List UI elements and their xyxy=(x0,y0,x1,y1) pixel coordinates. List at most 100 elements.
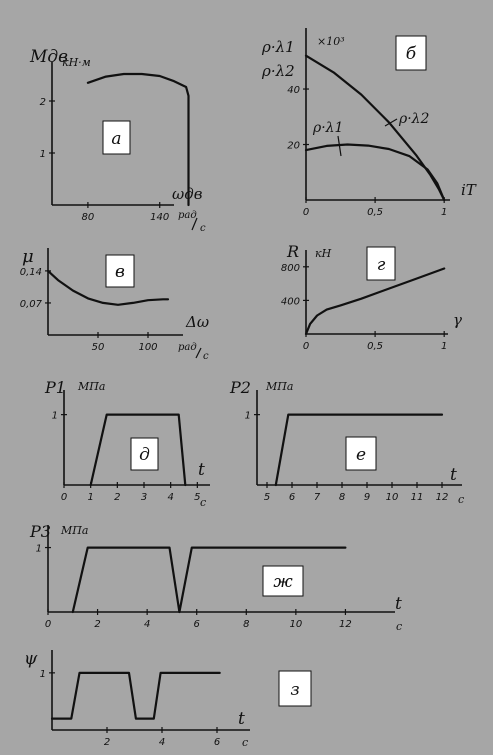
panel-d-xtick-label: 2 xyxy=(114,492,120,503)
panel-d-xtick-label: 1 xyxy=(87,492,93,503)
panel-b-multiplier: ×10³ xyxy=(317,35,345,48)
panel-d-xtick-label: 4 xyxy=(167,492,173,503)
panel-e-xtick-label: 11 xyxy=(411,492,424,503)
panel-g: R кН γ г 0 0,5 1 400 800 xyxy=(281,242,462,352)
panel-d-xunit: с xyxy=(200,496,206,509)
panel-a-ylabel-unit: кН·м xyxy=(62,56,91,69)
panel-zh-plot: 0 2 4 6 8 10 12 1 xyxy=(36,544,352,630)
panel-zh-xtick-label: 2 xyxy=(94,619,100,630)
panel-g-ylabel-symbol: R xyxy=(286,242,299,261)
panel-d-xtick-label: 3 xyxy=(141,492,147,503)
panel-e-xtick-label: 12 xyxy=(436,492,449,503)
panel-g-xlabel: γ xyxy=(453,311,462,329)
panel-e: P2 МПа t с е 5 6 7 8 9 10 11 12 1 xyxy=(229,378,464,506)
panel-d-xlabel: t xyxy=(198,460,205,480)
panel-z-label-box xyxy=(278,670,312,707)
panel-z-xunit: с xyxy=(242,736,248,749)
panel-v-plot: 50 100 0,07 0,14 xyxy=(20,267,170,353)
panel-b-series-line-1 xyxy=(304,143,446,202)
panel-zh-xtick-label: 0 xyxy=(45,619,51,630)
panel-e-ytick-label: 1 xyxy=(245,411,251,422)
panel-g-ytick-label: 800 xyxy=(281,263,300,274)
panel-v-series-line xyxy=(46,269,170,306)
panel-z-plot: 2 4 6 1 xyxy=(40,669,221,748)
panel-d: P1 МПа t с д 0 1 2 3 4 5 1 xyxy=(44,378,210,509)
panel-v-unit-slash xyxy=(195,347,202,359)
panel-b-plot: 0 0,5 1 20 40 xyxy=(287,54,447,218)
panel-b-ylabel-top: ρ·λ1 xyxy=(261,38,295,56)
panel-b-xtick-label: 1 xyxy=(441,207,447,218)
panel-e-label: е xyxy=(356,445,366,465)
panel-e-ylabel-symbol: P2 xyxy=(229,378,251,397)
panel-z-xlabel: t xyxy=(238,709,245,729)
panel-zh-xtick-label: 8 xyxy=(243,619,249,630)
panel-e-xunit: с xyxy=(458,493,464,506)
panel-d-xtick-label: 5 xyxy=(194,492,200,503)
panel-a-xtick-label: 80 xyxy=(82,212,95,223)
panel-e-label-box xyxy=(345,436,377,471)
panel-v-ytick-label: 0,14 xyxy=(20,267,42,278)
panel-g-plot: 0 0,5 1 400 800 xyxy=(281,263,447,352)
panel-b-xlabel: iT xyxy=(461,181,477,199)
panel-zh-xtick-label: 4 xyxy=(144,619,150,630)
panel-e-xlabel: t xyxy=(450,465,457,485)
panel-a-xlabel-unit-num: рад xyxy=(178,210,197,221)
panel-e-xtick-label: 10 xyxy=(386,492,399,503)
panel-v-ytick-label: 0,07 xyxy=(20,299,43,310)
panel-v-xtick-label: 50 xyxy=(92,342,105,353)
panel-a-ylabel-symbol: Mдв xyxy=(29,47,68,67)
panel-a-ytick-label: 1 xyxy=(40,149,46,160)
panel-g-label: г xyxy=(377,255,386,275)
panel-z-series-line xyxy=(50,671,221,720)
panel-v-label-box xyxy=(105,254,135,288)
panel-g-ylabel-unit: кН xyxy=(315,247,332,260)
panel-d-ylabel-unit: МПа xyxy=(77,380,105,393)
panel-d-label: д xyxy=(139,445,150,465)
panel-v-ylabel: μ xyxy=(22,246,34,267)
panel-a-xtick-label: 140 xyxy=(150,212,169,223)
panel-z-xtick-label: 2 xyxy=(104,737,110,748)
panel-e-plot: 5 6 7 8 9 10 11 12 1 xyxy=(245,411,449,503)
panel-zh-ytick-label: 1 xyxy=(36,544,42,555)
panel-b: ρ·λ1 ρ·λ2 ×10³ iT ρ·λ2 ρ·λ1 б 0 0,5 1 20 40 xyxy=(261,28,477,218)
panel-z-ylabel: ψ xyxy=(24,649,38,669)
panel-v-xtick-label: 100 xyxy=(138,342,157,353)
panel-zh-xunit: с xyxy=(396,620,402,633)
panel-e-ylabel-unit: МПа xyxy=(265,380,293,393)
panel-d-series-line xyxy=(89,413,187,487)
panel-z-xtick-label: 4 xyxy=(159,737,165,748)
panel-b-ytick-label: 40 xyxy=(287,85,300,96)
panel-a-unit-slash xyxy=(191,217,198,231)
panel-d-ylabel-symbol: P1 xyxy=(44,378,66,397)
panel-zh-ylabel-unit: МПа xyxy=(60,524,88,537)
panel-a-xlabel-symbol: ωдв xyxy=(172,185,203,203)
panel-v-label: в xyxy=(115,262,125,282)
panel-v-xlabel-unit-num: рад xyxy=(178,342,197,353)
panel-e-xtick-label: 5 xyxy=(264,492,270,503)
panel-v-xlabel-unit-den: с xyxy=(203,351,209,362)
panel-zh-xtick-label: 10 xyxy=(289,619,302,630)
panel-z-xtick-label: 6 xyxy=(214,737,220,748)
panel-zh-ylabel-symbol: P3 xyxy=(29,522,51,541)
panel-b-label-box xyxy=(395,35,427,71)
panel-a-ytick-label: 2 xyxy=(40,97,46,108)
panel-zh-xlabel: t xyxy=(395,594,402,614)
panel-b-leader-lambda2 xyxy=(384,118,398,127)
panel-e-xtick-label: 7 xyxy=(314,492,321,503)
panel-b-series-line-0 xyxy=(304,54,446,202)
panel-g-xtick-label: 0 xyxy=(303,341,309,352)
panel-a-label: а xyxy=(111,129,121,149)
panel-zh-label-box xyxy=(262,565,304,597)
panel-g-xtick-label: 0,5 xyxy=(367,341,383,352)
panel-z-label: з xyxy=(290,680,299,700)
panel-e-xtick-label: 9 xyxy=(364,492,370,503)
panel-zh-xtick-label: 6 xyxy=(194,619,200,630)
panel-b-ytick-label: 20 xyxy=(287,141,300,152)
panel-b-xtick-label: 0 xyxy=(303,207,309,218)
panel-b-curve-label-lambda1: ρ·λ1 xyxy=(312,120,343,136)
panel-v-xlabel-symbol: Δω xyxy=(185,313,209,331)
panel-zh-label: ж xyxy=(273,572,293,592)
panel-b-xtick-label: 0,5 xyxy=(367,207,383,218)
panel-g-xtick-label: 1 xyxy=(441,341,447,352)
